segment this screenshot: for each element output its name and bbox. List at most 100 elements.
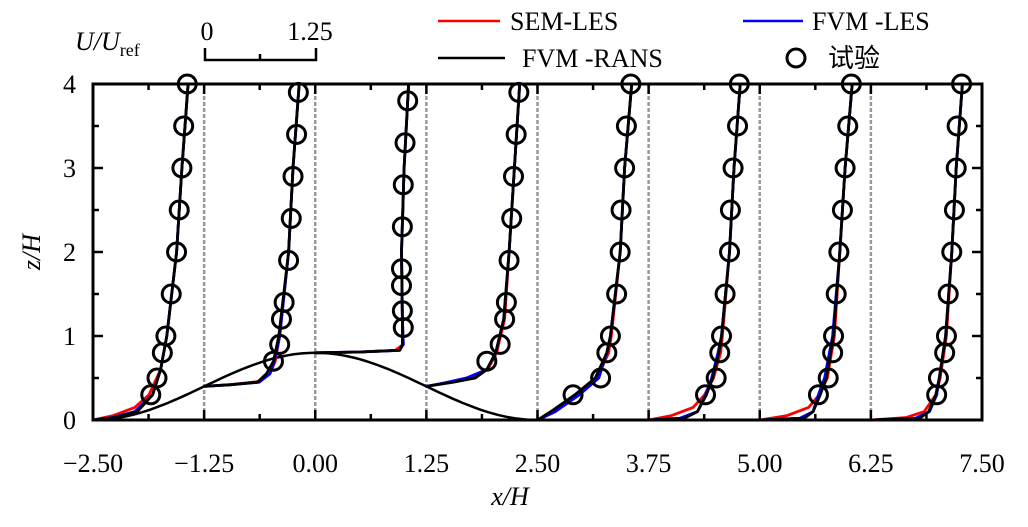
experiment-point bbox=[937, 283, 959, 305]
experiment-point bbox=[391, 300, 413, 322]
experiment-point bbox=[719, 199, 741, 221]
y-tick-label: 2 bbox=[63, 238, 76, 267]
scale-bar-label: U/Uref bbox=[75, 27, 140, 60]
experiment-point bbox=[278, 249, 300, 271]
legend-label-fvm-les: FVM -LES bbox=[812, 7, 930, 36]
y-tick-label: 0 bbox=[63, 406, 76, 435]
x-tick-label: 6.25 bbox=[848, 449, 894, 478]
legend-marker-experiment bbox=[785, 47, 807, 69]
experiment-point bbox=[168, 199, 190, 221]
experiment-point bbox=[705, 367, 727, 389]
experiment-point bbox=[614, 157, 636, 179]
series-line-sem-les bbox=[92, 83, 190, 422]
experiment-point bbox=[945, 157, 967, 179]
experiment-point bbox=[823, 325, 845, 347]
experiment-point bbox=[727, 115, 749, 137]
experiment-point bbox=[160, 283, 182, 305]
experiment-point bbox=[273, 291, 295, 313]
x-tick-label: 7.50 bbox=[959, 449, 1005, 478]
legend-label-experiment: 试验 bbox=[828, 44, 880, 73]
experiment-point bbox=[943, 199, 965, 221]
experiment-point bbox=[394, 132, 416, 154]
scale-bar-end: 1.25 bbox=[287, 17, 333, 46]
experiment-point bbox=[505, 123, 527, 145]
y-axis-label: z/H bbox=[17, 233, 46, 271]
experiment-point bbox=[280, 207, 302, 229]
experiment-point bbox=[590, 367, 612, 389]
legend-label-fvm-rans: FVM -RANS bbox=[522, 44, 663, 73]
x-tick-label: 0.00 bbox=[293, 449, 339, 478]
series-line-sem-les bbox=[204, 83, 301, 388]
experiment-point bbox=[562, 384, 584, 406]
experiment-point bbox=[828, 241, 850, 263]
series-line-fvm-rans bbox=[870, 83, 964, 422]
scale-bar-start: 0 bbox=[201, 17, 214, 46]
y-tick-label: 1 bbox=[63, 322, 76, 351]
experiment-point bbox=[941, 241, 963, 263]
experiment-point bbox=[498, 249, 520, 271]
experiment-point bbox=[834, 157, 856, 179]
experiment-point bbox=[495, 291, 517, 313]
experiment-point bbox=[391, 216, 413, 238]
scale-bar: U/Uref 0 1.25 bbox=[75, 17, 333, 62]
experiment-point bbox=[599, 325, 621, 347]
series-line-fvm-rans bbox=[204, 83, 301, 388]
series-line-fvm-les bbox=[92, 83, 190, 422]
scale-bar-label-sub: ref bbox=[120, 40, 140, 60]
legend-label-sem-les: SEM-LES bbox=[510, 7, 618, 36]
series-line-fvm-les bbox=[648, 83, 742, 422]
x-tick-label: 1.25 bbox=[404, 449, 450, 478]
x-tick-label: 3.75 bbox=[626, 449, 672, 478]
x-tick-label: 5.00 bbox=[737, 449, 783, 478]
series-line-sem-les bbox=[870, 83, 964, 422]
x-tick-label: −1.25 bbox=[174, 449, 234, 478]
experiment-point bbox=[935, 325, 957, 347]
series-line-sem-les bbox=[426, 83, 522, 388]
experiment-point bbox=[714, 283, 736, 305]
series-line-fvm-les bbox=[536, 83, 634, 422]
axes: −2.50 −1.25 0.00 1.25 2.50 3.75 5.00 6.25 7.50 0 1… bbox=[63, 70, 1005, 478]
series-line-fvm-les bbox=[759, 83, 854, 422]
experiment-point bbox=[501, 207, 523, 229]
series-line-sem-les bbox=[536, 83, 634, 422]
experiment-point bbox=[609, 241, 631, 263]
experiment-point bbox=[269, 333, 291, 355]
experiment-point bbox=[489, 333, 511, 355]
x-axis-label: x/H bbox=[490, 482, 530, 511]
experiment-point bbox=[286, 123, 308, 145]
experiment-point bbox=[155, 325, 177, 347]
experiment-point bbox=[166, 241, 188, 263]
experiment-point bbox=[711, 325, 733, 347]
series-line-fvm-rans bbox=[92, 83, 190, 422]
experiment-point bbox=[171, 157, 193, 179]
experiment-point bbox=[722, 157, 744, 179]
x-tick-label: −2.50 bbox=[63, 449, 123, 478]
experiment-point bbox=[392, 174, 414, 196]
series-line-fvm-rans bbox=[648, 83, 742, 422]
experiment-point bbox=[610, 199, 632, 221]
series-line-sem-les bbox=[648, 83, 742, 422]
experiment-point bbox=[807, 384, 829, 406]
experiment-point bbox=[927, 367, 949, 389]
series-line-fvm-les bbox=[426, 83, 522, 388]
x-tick-label: 2.50 bbox=[515, 449, 561, 478]
series-line-fvm-rans bbox=[536, 83, 634, 422]
experiment-point bbox=[817, 367, 839, 389]
experiment-point bbox=[173, 115, 195, 137]
series-line-fvm-rans bbox=[315, 83, 410, 355]
experiment-point bbox=[397, 90, 419, 112]
experiment-point bbox=[825, 283, 847, 305]
legend: SEM-LES FVM -LES FVM -RANS 试验 bbox=[438, 7, 930, 73]
experiment-point bbox=[719, 241, 741, 263]
experiment-point bbox=[606, 283, 628, 305]
series-line-fvm-les bbox=[204, 83, 301, 388]
experiment-point bbox=[695, 384, 717, 406]
experiment-point bbox=[837, 115, 859, 137]
y-tick-label: 3 bbox=[63, 154, 76, 183]
experiment-point bbox=[502, 165, 524, 187]
experiment-point bbox=[946, 115, 968, 137]
experiment-point bbox=[146, 367, 168, 389]
series-line-fvm-rans bbox=[759, 83, 854, 422]
experiment-markers bbox=[140, 73, 973, 406]
